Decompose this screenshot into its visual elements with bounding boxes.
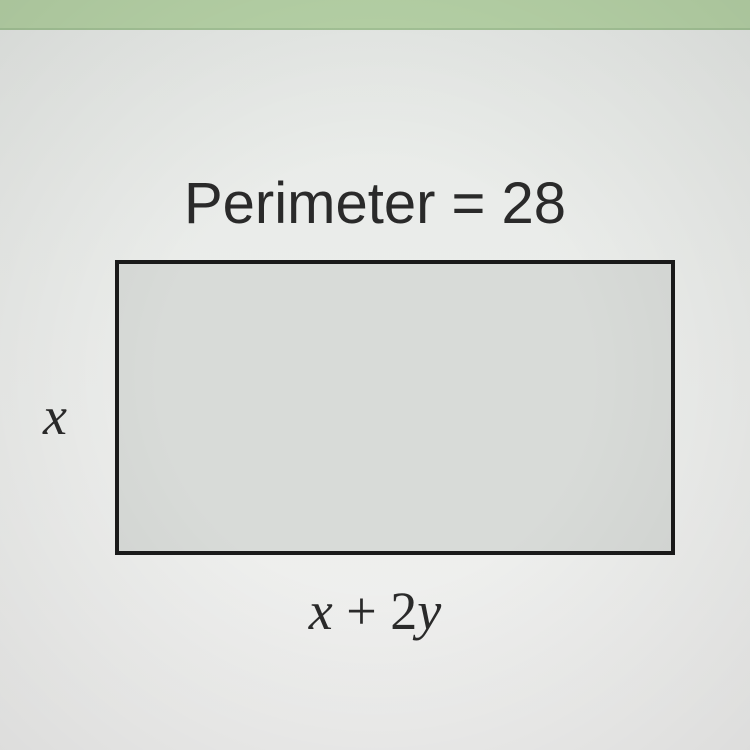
top-bar: [0, 0, 750, 30]
side-label-bottom: x + 2y: [309, 580, 441, 642]
operator-plus: + 2: [333, 581, 417, 641]
rectangle-shape: [115, 260, 675, 555]
var-y: y: [417, 581, 441, 641]
side-label-left: x: [43, 385, 67, 447]
perimeter-title: Perimeter = 28: [184, 170, 566, 237]
var-x: x: [309, 581, 333, 641]
